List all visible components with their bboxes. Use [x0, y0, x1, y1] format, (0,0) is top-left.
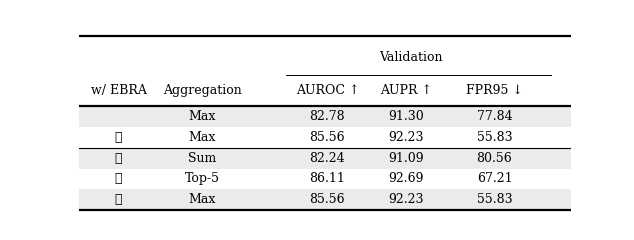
- Text: Aggregation: Aggregation: [163, 84, 242, 97]
- Text: AUROC ↑: AUROC ↑: [295, 84, 359, 97]
- Text: AUPR ↑: AUPR ↑: [380, 84, 432, 97]
- Text: 82.78: 82.78: [309, 110, 345, 123]
- Text: 80.56: 80.56: [477, 152, 512, 165]
- Text: w/ EBRA: w/ EBRA: [91, 84, 146, 97]
- Text: 86.11: 86.11: [309, 172, 346, 185]
- Bar: [79, 148, 571, 168]
- Text: 91.09: 91.09: [388, 152, 424, 165]
- Text: Max: Max: [188, 193, 216, 206]
- Bar: [79, 106, 571, 127]
- Text: 85.56: 85.56: [309, 131, 345, 144]
- Text: Validation: Validation: [379, 51, 443, 64]
- Text: ✓: ✓: [115, 131, 122, 144]
- Text: ✓: ✓: [115, 152, 122, 165]
- Text: Top-5: Top-5: [184, 172, 219, 185]
- Text: 85.56: 85.56: [309, 193, 345, 206]
- Text: Sum: Sum: [188, 152, 216, 165]
- Text: 92.69: 92.69: [388, 172, 424, 185]
- Text: ✓: ✓: [115, 193, 122, 206]
- Text: Max: Max: [188, 110, 216, 123]
- Text: 67.21: 67.21: [477, 172, 512, 185]
- Text: ✓: ✓: [115, 172, 122, 185]
- Text: Max: Max: [188, 131, 216, 144]
- Text: 92.23: 92.23: [388, 193, 424, 206]
- Text: 91.30: 91.30: [388, 110, 424, 123]
- Text: FPR95 ↓: FPR95 ↓: [466, 84, 523, 97]
- Text: 82.24: 82.24: [309, 152, 345, 165]
- Text: 77.84: 77.84: [477, 110, 512, 123]
- Text: 92.23: 92.23: [388, 131, 424, 144]
- Bar: [79, 189, 571, 210]
- Bar: [79, 168, 571, 189]
- Bar: [79, 127, 571, 148]
- Text: 55.83: 55.83: [477, 131, 512, 144]
- Text: 55.83: 55.83: [477, 193, 512, 206]
